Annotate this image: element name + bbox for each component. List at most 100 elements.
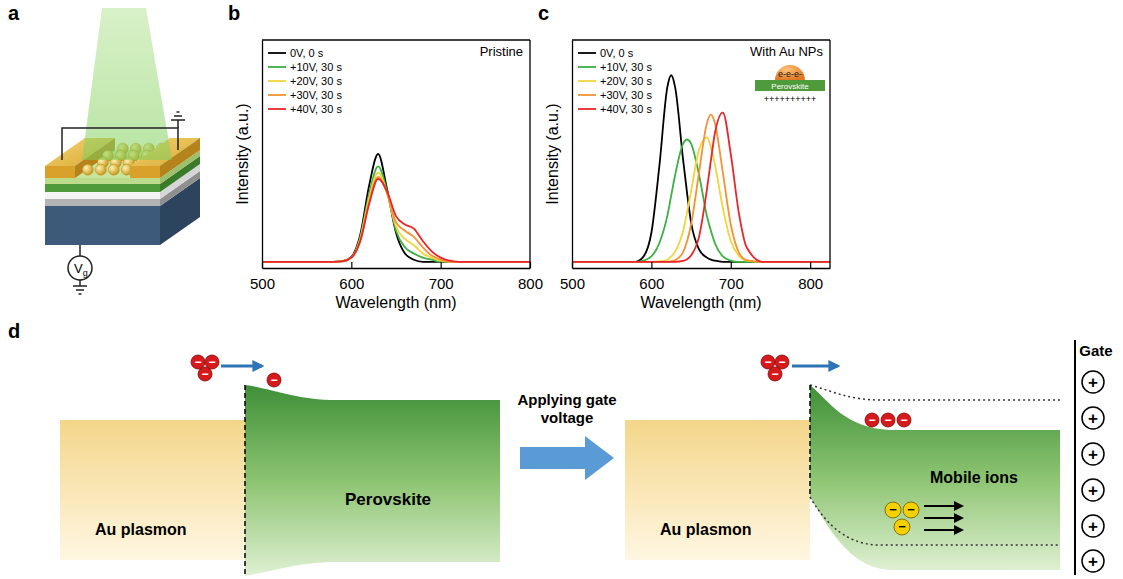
gate-charge-symbol: + <box>1088 517 1098 536</box>
legend-item: +20V, 30 s <box>578 75 652 87</box>
x-axis-title: Wavelength (nm) <box>640 294 761 311</box>
x-tick: 700 <box>719 262 744 292</box>
gate-charge-symbol: + <box>1088 481 1098 500</box>
electron-symbol: − <box>208 355 215 369</box>
gate-electrode <box>1074 340 1076 575</box>
legend: 0V, 0 s+10V, 30 s+20V, 30 s+30V, 30 s+40… <box>578 47 652 115</box>
electron <box>865 413 879 427</box>
y-axis <box>572 41 573 269</box>
legend-swatch <box>268 94 286 96</box>
au-region <box>625 420 810 560</box>
electron-symbol: − <box>771 367 778 381</box>
ions-label: Mobile ions <box>930 469 1018 486</box>
electron <box>768 367 782 381</box>
ion-drift-arrow <box>924 517 962 519</box>
legend-item: +30V, 30 s <box>268 89 342 101</box>
x-tick: 800 <box>798 262 823 292</box>
inset-nanoparticle <box>775 65 805 80</box>
legend-label: +20V, 30 s <box>290 75 342 87</box>
interface-line <box>244 385 246 576</box>
inset-perovskite-layer <box>755 80 825 91</box>
electrode-front <box>45 166 75 178</box>
legend-swatch <box>268 108 286 110</box>
ion-drift-arrow <box>924 529 962 531</box>
panel-label: b <box>228 2 240 24</box>
x-tick-label: 800 <box>798 275 823 292</box>
electron-symbol: − <box>868 413 875 427</box>
x-tick-label: 700 <box>429 275 454 292</box>
legend-swatch <box>268 80 286 82</box>
x-axis: 500600700800 <box>560 262 831 292</box>
electron-symbol: − <box>764 355 771 369</box>
nanoparticle <box>108 164 119 175</box>
plot-frame <box>529 40 530 268</box>
layer-front <box>45 184 160 192</box>
chart-title: Pristine <box>480 44 523 59</box>
electron <box>881 413 895 427</box>
gate-charge-symbol: + <box>1088 373 1098 392</box>
x-tick-mark <box>441 262 442 268</box>
layer-front <box>45 192 160 199</box>
legend-item: +40V, 30 s <box>578 103 652 115</box>
transition-label-line: voltage <box>541 409 594 426</box>
legend-swatch <box>578 66 596 68</box>
gate-charge <box>1082 515 1104 537</box>
x-tick-label: 600 <box>339 275 364 292</box>
x-axis: 500 600 700 800 <box>250 262 543 292</box>
legend-label: +20V, 30 s <box>600 75 652 87</box>
legend-label: 0V, 0 s <box>290 47 324 59</box>
ion-symbol: − <box>898 519 906 534</box>
spectrum-line <box>572 75 830 262</box>
x-tick-mark <box>731 262 732 268</box>
y-axis-title: Intensity (a.u.) <box>234 103 251 204</box>
x-tick-label: 800 <box>518 275 543 292</box>
legend-swatch <box>578 80 596 82</box>
gate-charge-symbol: + <box>1088 445 1098 464</box>
legend-item: +20V, 30 s <box>268 75 342 87</box>
nanoparticle <box>82 164 93 175</box>
chart-title: With Au NPs <box>750 44 823 59</box>
electron-symbol: − <box>778 355 785 369</box>
legend-item: 0V, 0 s <box>268 47 324 59</box>
plot-frame <box>829 40 830 268</box>
wire <box>62 128 178 160</box>
transfer-arrow <box>221 365 262 368</box>
gate-charge-symbol: + <box>1088 552 1098 571</box>
layer-front <box>45 199 160 206</box>
legend: 0V, 0 s+10V, 30 s+20V, 30 s+30V, 30 s+40… <box>268 47 342 115</box>
legend-swatch <box>578 94 596 96</box>
spectrum-line <box>262 166 530 261</box>
x-tick-label: 700 <box>719 275 744 292</box>
electron <box>897 413 911 427</box>
y-axis-line <box>262 41 263 269</box>
ion-symbol: − <box>907 502 915 517</box>
plot-marks <box>572 75 830 262</box>
y-axis <box>262 41 263 269</box>
x-axis-title: Wavelength (nm) <box>335 294 456 311</box>
transfer-arrow <box>792 365 838 368</box>
legend-item: +10V, 30 s <box>578 61 652 73</box>
metal-label: Au plasmon <box>95 521 187 538</box>
plot-frame <box>572 39 830 40</box>
gate-charge <box>1082 550 1104 572</box>
electron-symbol: − <box>194 355 201 369</box>
electron-symbol: − <box>201 367 208 381</box>
ground-symbol <box>171 112 185 128</box>
x-axis-line <box>263 268 531 269</box>
x-tick: 600 <box>339 262 364 292</box>
gate-charge <box>1082 443 1104 465</box>
legend-swatch <box>268 66 286 68</box>
au-region <box>60 420 245 560</box>
voltage-source <box>68 256 92 280</box>
legend-item: 0V, 0 s <box>578 47 634 59</box>
nanoparticle <box>95 164 106 175</box>
electron <box>267 373 281 387</box>
layer-front <box>45 206 160 245</box>
mobile-ion <box>903 502 919 518</box>
spectrum-line <box>572 113 830 262</box>
x-tick-label: 500 <box>250 275 275 292</box>
device-schematic: Vg <box>45 8 200 294</box>
legend-label: 0V, 0 s <box>600 47 634 59</box>
ion-symbol: − <box>889 502 897 517</box>
gate-voltage-subscript: g <box>83 268 88 278</box>
